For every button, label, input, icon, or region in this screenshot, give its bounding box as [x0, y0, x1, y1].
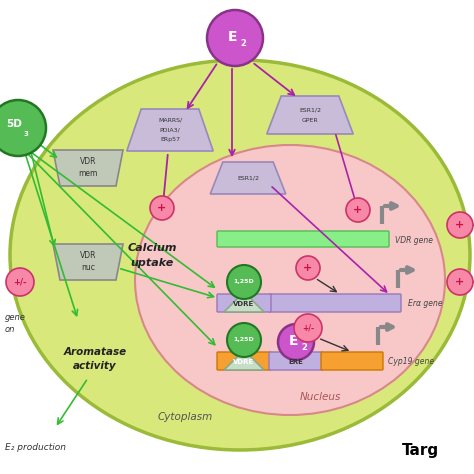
Text: +/-: +/-: [13, 277, 27, 286]
Polygon shape: [224, 292, 264, 312]
Text: 2: 2: [240, 38, 246, 47]
Polygon shape: [267, 96, 353, 134]
Text: VDRE: VDRE: [233, 301, 255, 307]
Polygon shape: [53, 150, 123, 186]
FancyBboxPatch shape: [321, 352, 383, 370]
Circle shape: [227, 265, 261, 299]
Circle shape: [6, 268, 34, 296]
Text: ERp57: ERp57: [160, 137, 180, 143]
FancyBboxPatch shape: [217, 352, 271, 370]
Text: ESR1/2: ESR1/2: [299, 108, 321, 112]
Text: PDIA3/: PDIA3/: [160, 128, 181, 133]
Text: ERE: ERE: [289, 359, 303, 365]
Polygon shape: [127, 109, 213, 151]
Text: Cytoplasm: Cytoplasm: [157, 412, 213, 422]
Text: mem: mem: [78, 170, 98, 179]
Circle shape: [294, 314, 322, 342]
Text: ESR1/2: ESR1/2: [237, 175, 259, 181]
FancyBboxPatch shape: [217, 294, 271, 312]
Circle shape: [447, 269, 473, 295]
Text: Aromatase: Aromatase: [64, 347, 127, 357]
Text: 5D: 5D: [6, 119, 22, 129]
Text: Cyp19 gene: Cyp19 gene: [388, 357, 434, 366]
Text: E: E: [228, 30, 238, 44]
Text: 1,25D: 1,25D: [234, 337, 255, 343]
Circle shape: [278, 324, 314, 360]
Ellipse shape: [10, 60, 470, 450]
Text: Calcium: Calcium: [127, 243, 177, 253]
Text: 1,25D: 1,25D: [234, 280, 255, 284]
Text: MARRS/: MARRS/: [158, 118, 182, 122]
FancyBboxPatch shape: [217, 231, 389, 247]
FancyBboxPatch shape: [269, 294, 401, 312]
Text: VDR: VDR: [80, 157, 96, 166]
Text: +/-: +/-: [302, 323, 314, 332]
Text: on: on: [5, 326, 15, 335]
Text: +: +: [456, 277, 465, 287]
Polygon shape: [210, 162, 286, 194]
Polygon shape: [224, 350, 264, 370]
Text: E₂ production: E₂ production: [5, 444, 66, 453]
Circle shape: [150, 196, 174, 220]
FancyBboxPatch shape: [269, 352, 323, 370]
Polygon shape: [53, 244, 123, 280]
Text: activity: activity: [73, 361, 117, 371]
Circle shape: [447, 212, 473, 238]
Text: +: +: [157, 203, 167, 213]
Circle shape: [0, 100, 46, 156]
Text: GPER: GPER: [301, 118, 319, 122]
Text: +: +: [303, 263, 313, 273]
Text: Targ: Targ: [401, 443, 438, 458]
Text: VDRE: VDRE: [233, 359, 255, 365]
Ellipse shape: [135, 145, 445, 415]
Text: nuc: nuc: [81, 264, 95, 273]
Text: 3: 3: [24, 131, 28, 137]
Circle shape: [346, 198, 370, 222]
Text: Erα gene: Erα gene: [408, 300, 443, 309]
Text: E: E: [289, 334, 299, 348]
Text: VDR gene: VDR gene: [395, 236, 433, 245]
Text: +: +: [354, 205, 363, 215]
Text: +: +: [456, 220, 465, 230]
Circle shape: [296, 256, 320, 280]
Text: uptake: uptake: [130, 258, 173, 268]
Text: gene: gene: [5, 313, 26, 322]
Circle shape: [207, 10, 263, 66]
Circle shape: [227, 323, 261, 357]
Text: VDR: VDR: [80, 252, 96, 261]
Text: 2: 2: [301, 343, 307, 352]
Text: Nucleus: Nucleus: [299, 392, 341, 402]
